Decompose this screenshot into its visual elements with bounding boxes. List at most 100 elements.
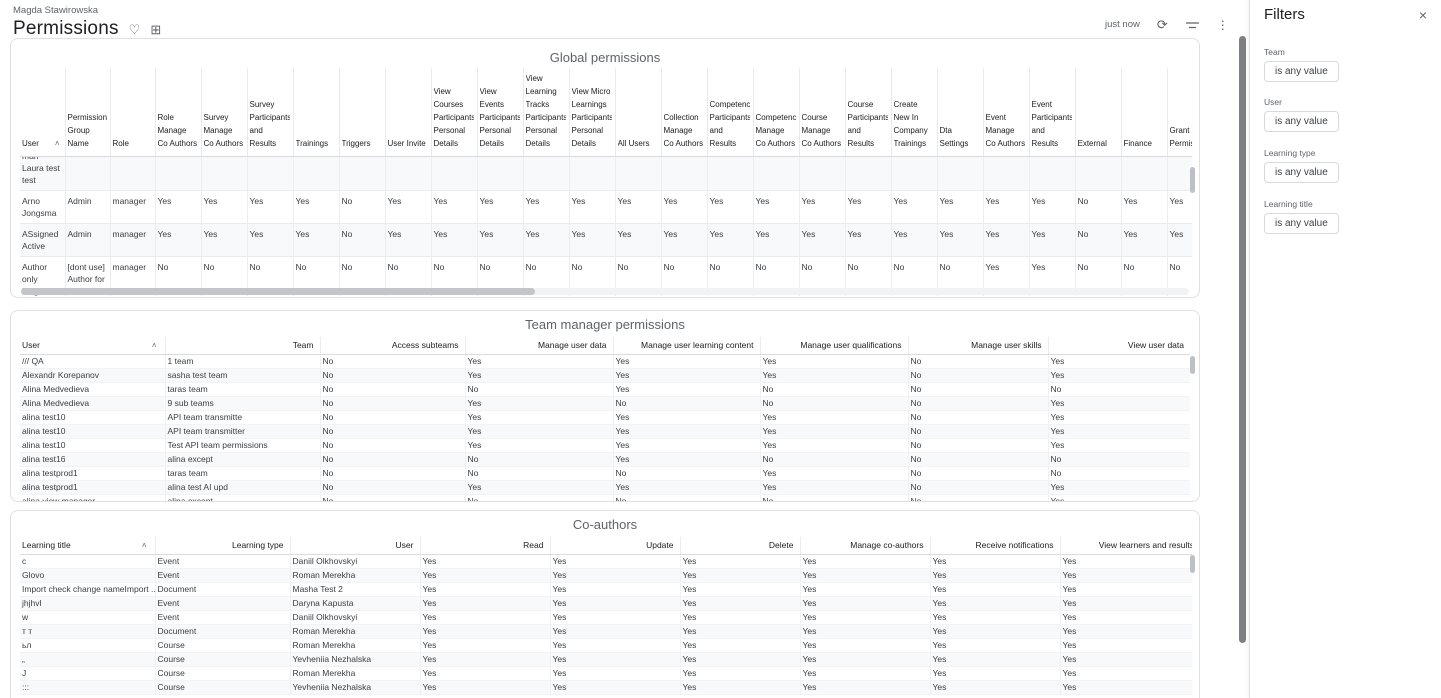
favorite-heart-icon[interactable]: ♡ (128, 21, 141, 37)
column-header[interactable]: Create New In Company Trainings (890, 68, 937, 157)
filter-value-learning-title-button[interactable]: is any value (1264, 213, 1339, 234)
column-header[interactable]: Survey Manage Co Authors (200, 68, 247, 157)
column-header[interactable]: User ˄ (20, 337, 165, 355)
column-header[interactable]: Collection Manage Co Authors (660, 68, 707, 157)
column-header[interactable]: Competency Participants and Results (706, 68, 753, 157)
column-header[interactable]: Read (419, 537, 550, 555)
column-header[interactable]: Access subteams (319, 337, 465, 355)
table-row: alina test10 API team transmitter No Yes Yes… (20, 424, 1190, 439)
cell: Roman Merekha (289, 624, 420, 639)
cell: Yes (549, 568, 680, 583)
column-header[interactable]: External (1074, 68, 1121, 157)
column-header[interactable]: Manage user learning content (612, 337, 760, 355)
column-header[interactable]: Permission Group Name (64, 68, 110, 157)
cell: Yes (154, 190, 201, 224)
cell: Yes (679, 554, 800, 569)
column-header[interactable]: Learning title ˄ (20, 537, 155, 555)
column-header[interactable]: View Events Participants Personal Detail… (476, 68, 523, 157)
section-title-team-manager-permissions: Team manager permissions (525, 317, 685, 332)
column-header[interactable]: Team (164, 337, 320, 355)
cell: No (319, 438, 465, 453)
column-header[interactable]: Manage user skills (907, 337, 1048, 355)
vertical-scrollbar-thumb[interactable] (1190, 167, 1195, 193)
column-header[interactable]: Grant Permissions (1166, 68, 1192, 157)
table-row: jhjhvl Event Daryna Kapusta Yes Yes Yes Yes Yes… (20, 596, 1192, 611)
cell (476, 156, 523, 191)
close-icon[interactable]: × (1418, 6, 1427, 23)
column-header-label: Manage user learning content (641, 340, 754, 351)
filter-value-learning-type-button[interactable]: is any value (1264, 162, 1339, 183)
column-header[interactable]: Survey Participants and Results (246, 68, 293, 157)
cell (292, 156, 339, 191)
cell: Document (154, 624, 290, 639)
column-header-label: All Users (617, 138, 650, 148)
cell: manager (109, 190, 155, 224)
column-header[interactable]: User (289, 537, 420, 555)
cell: No (319, 480, 465, 495)
page-title: Permissions (13, 18, 119, 39)
horizontal-scrollbar-thumb[interactable] (21, 288, 535, 295)
column-header[interactable]: Learning type (154, 537, 290, 555)
filter-value-team-button[interactable]: is any value (1264, 61, 1339, 82)
cell: Yes (1028, 223, 1075, 257)
column-header[interactable]: Manage co-authors (799, 537, 930, 555)
column-header[interactable]: Receive notifications (929, 537, 1060, 555)
filter-icon[interactable] (1185, 19, 1200, 31)
filter-field-learning-title: Learning title is any value (1264, 199, 1427, 234)
vertical-scrollbar-thumb[interactable] (1190, 555, 1195, 573)
column-header[interactable]: View Learning Tracks Participants Person… (522, 68, 569, 157)
cell: Yes (1028, 190, 1075, 224)
page-scrollbar[interactable] (1239, 0, 1247, 698)
column-header[interactable]: View Courses Participants Personal Detai… (430, 68, 477, 157)
column-header[interactable]: Manage user data (464, 337, 613, 355)
column-header[interactable]: Role Manage Co Authors (154, 68, 201, 157)
page-scrollbar-thumb[interactable] (1239, 36, 1246, 643)
table-row: alina testprod1 taras team No No No Yes No No (20, 466, 1190, 481)
column-header[interactable]: View user data (1047, 337, 1190, 355)
column-header[interactable]: Competency Manage Co Authors (752, 68, 799, 157)
column-header[interactable]: Course Participants and Results (844, 68, 891, 157)
column-header-label: Course Participants and Results (847, 99, 888, 148)
column-header[interactable]: Dta Settings (936, 68, 983, 157)
column-header[interactable]: Event Manage Co Authors (982, 68, 1029, 157)
column-header[interactable]: View Micro Learnings Participants Person… (568, 68, 615, 157)
column-header[interactable]: Course Manage Co Authors (798, 68, 845, 157)
filter-value-user-button[interactable]: is any value (1264, 111, 1339, 132)
column-header[interactable]: Update (549, 537, 680, 555)
column-header[interactable]: User ˄ (20, 68, 65, 157)
cell: Yes (799, 638, 930, 653)
add-to-report-icon[interactable]: ⊞ (150, 21, 162, 37)
column-header-label: Competency Participants and Results (709, 99, 750, 148)
cell: alina test16 (20, 452, 165, 467)
cell: API team transmitter (164, 424, 320, 439)
cell (1166, 156, 1192, 191)
column-header[interactable]: Manage user qualifications (759, 337, 908, 355)
column-header[interactable]: Triggers (338, 68, 385, 157)
column-header-label: Access subteams (391, 340, 459, 351)
horizontal-scrollbar[interactable] (21, 288, 1189, 295)
cell: Yes (844, 190, 891, 224)
cell: No (907, 410, 1048, 425)
vertical-scrollbar-thumb[interactable] (1190, 356, 1195, 374)
cell: Yes (612, 368, 760, 383)
cell: Yes (799, 680, 930, 695)
column-header[interactable]: Trainings (292, 68, 339, 157)
co-authors-table: Learning title ˄ Learning type User Read Upda… (20, 537, 1192, 695)
column-header[interactable]: All Users (614, 68, 661, 157)
column-header[interactable]: Role (109, 68, 155, 157)
column-header[interactable]: Finance (1120, 68, 1167, 157)
column-header[interactable]: Event Participants and Results (1028, 68, 1075, 157)
cell: Yes (799, 596, 930, 611)
column-header[interactable]: View learners and results (1059, 537, 1192, 555)
report-header: Magda Stawirowska Permissions ♡ ⊞ (13, 0, 1241, 40)
global-permissions-table: User ˄ Permission Group Name Role Role Manag… (20, 68, 1192, 296)
cell (522, 156, 569, 191)
column-header[interactable]: Delete (679, 537, 800, 555)
cell: Yes (799, 610, 930, 625)
kebab-menu-icon[interactable]: ⋮ (1216, 17, 1229, 32)
cell: Yes (759, 410, 908, 425)
cell: Yes (464, 368, 613, 383)
refresh-icon[interactable]: ⟳ (1156, 17, 1168, 32)
cell: Daryna Kapusta (289, 596, 420, 611)
column-header[interactable]: User Invite (384, 68, 431, 157)
